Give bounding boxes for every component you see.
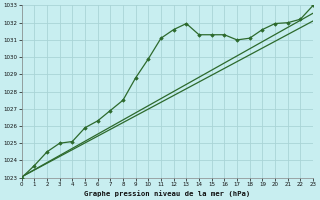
X-axis label: Graphe pression niveau de la mer (hPa): Graphe pression niveau de la mer (hPa) [84,190,251,197]
